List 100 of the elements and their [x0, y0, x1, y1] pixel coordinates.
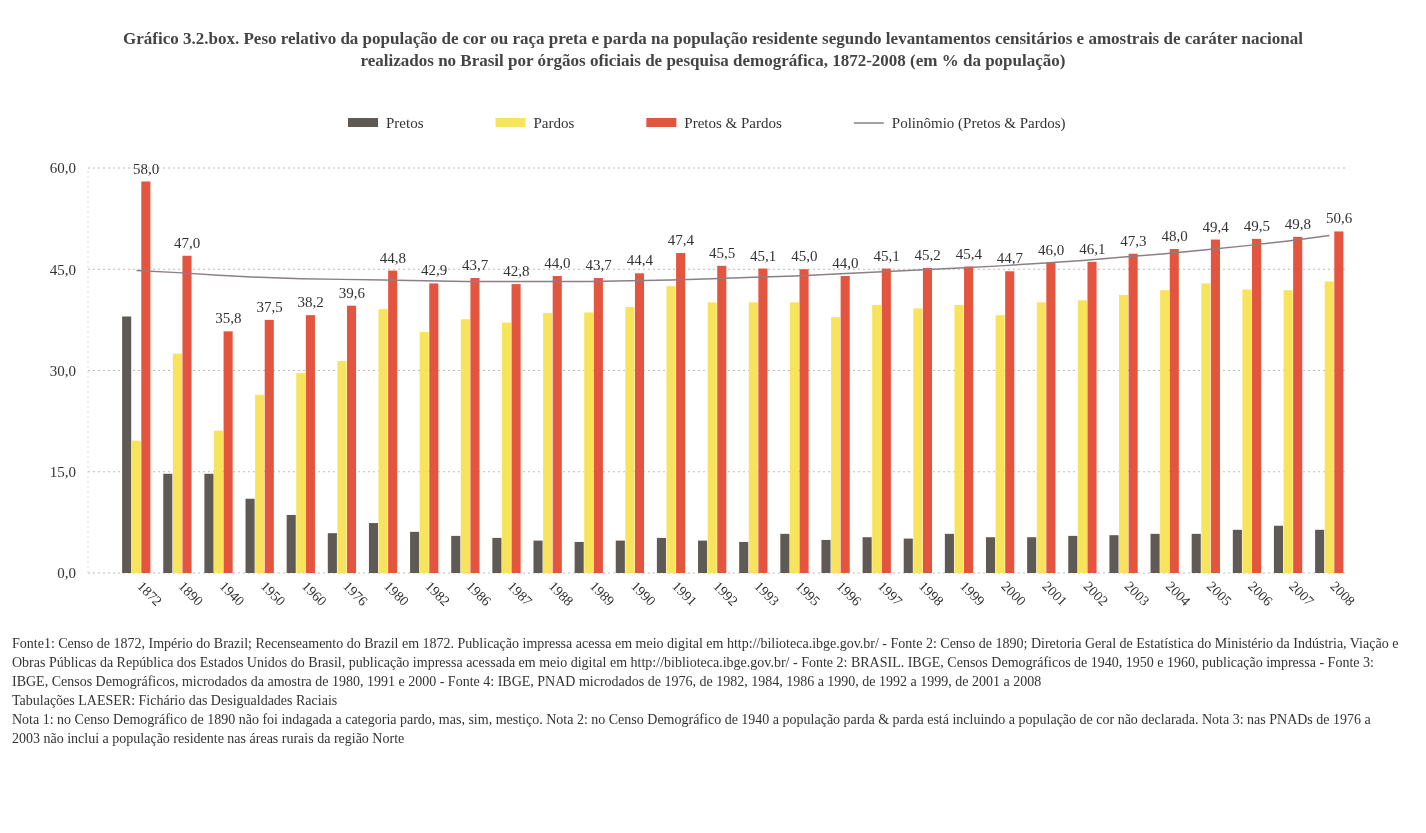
- x-tick-label: 1940: [216, 578, 248, 609]
- bar: [305, 315, 315, 573]
- x-tick-label: 1990: [628, 578, 659, 609]
- bar: [1068, 535, 1078, 573]
- bar: [1273, 525, 1284, 573]
- bar: [264, 319, 274, 573]
- bar: [213, 430, 224, 573]
- data-label: 45,0: [791, 248, 818, 265]
- bar: [1201, 283, 1211, 573]
- bar: [698, 540, 708, 573]
- y-tick-label: 45,0: [49, 261, 76, 278]
- text: Fonte1: Censo de 1872, Império do Brazil; Recenseamento do Brazil em 1872. Publicação impressa acessa em meio digital em http://bilioteca.ibge.gov.br/ - Fonte 2: Censo de 1890; Diretoria Geral de Estatística do Ministério da Indústria, Viação e Obras Públicas da República dos Estados Unidos do Brasil, publicação impressa acessada em meio digital em http://biblioteca.ibge.gov.br/ - Fonte 2: BRASIL. IBGE, Censos Demográficos de 1940, 1950 e 1960, publicação impressa - Fonte 3: IBGE, Censos Demográficos, microdados da amostra de 1980, 1991 e 2000 - Fonte 4: IBGE, PNAD microdados de 1976, de 1982, 1984, 1986 a 1990, de 1992 a 1999, de 2001 a 2008: [12, 636, 1399, 689]
- bar: [460, 319, 470, 573]
- data-label: 45,2: [914, 246, 941, 263]
- bar: [347, 305, 357, 573]
- data-label: 47,4: [667, 232, 695, 249]
- x-tick-label: 1950: [257, 578, 289, 609]
- bar: [429, 283, 439, 573]
- data-label: 42,9: [420, 262, 448, 279]
- data-label: 43,7: [585, 257, 613, 274]
- bar: [634, 273, 645, 573]
- data-label: 46,1: [1079, 240, 1106, 257]
- x-tick-label: 1960: [298, 578, 330, 609]
- bar: [245, 498, 255, 573]
- bar: [511, 284, 521, 573]
- bar: [964, 266, 974, 573]
- bar: [1324, 281, 1334, 573]
- data-label: 47,0: [174, 234, 201, 251]
- bar: [378, 309, 388, 573]
- data-label: 50,6: [1325, 210, 1353, 227]
- bar: [1077, 300, 1087, 573]
- bar: [748, 302, 758, 573]
- bar: [985, 537, 996, 573]
- bar: [543, 313, 553, 573]
- bar: [388, 270, 398, 573]
- bar: [1232, 529, 1242, 573]
- bar: [1283, 290, 1293, 573]
- bar: [451, 535, 461, 573]
- bar: [758, 268, 768, 573]
- data-label: 47,3: [1120, 232, 1147, 249]
- data-label: 35,8: [215, 310, 242, 327]
- bar: [584, 312, 594, 573]
- bar: [1252, 238, 1262, 573]
- bar: [141, 181, 151, 573]
- data-label: 43,7: [462, 257, 489, 274]
- bar: [337, 361, 347, 573]
- bar: [163, 473, 173, 573]
- text: Nota 1: no Censo Demográfico de 1890 não foi indagada a categoria pardo, mas, sim, mestiço. Nota 2: no Censo Demográfico de 1940 a população parda & parda está incluindo a população de cor não declarada. Nota 3: nas PNADs de 1976 a 2003 não inclui a população residente nas áreas rurais da região Norte: [12, 712, 1372, 746]
- bar: [1027, 537, 1037, 573]
- bar: [1005, 271, 1015, 573]
- data-label: 58,0: [132, 160, 160, 177]
- bar: [419, 332, 429, 573]
- bar: [1242, 289, 1252, 573]
- bar: [501, 322, 512, 573]
- bar: [296, 373, 306, 573]
- bar: [286, 514, 296, 573]
- x-tick-label: 1890: [175, 578, 206, 609]
- data-label: 44,0: [832, 255, 859, 271]
- bar: [821, 539, 831, 573]
- bar: [799, 269, 809, 573]
- bar: [122, 316, 132, 573]
- bar: [368, 523, 379, 573]
- legend-label: Pretos: [386, 115, 424, 131]
- data-label: 37,5: [256, 298, 283, 315]
- x-tick-label: 1993: [751, 578, 782, 609]
- bar: [1150, 533, 1160, 573]
- legend-label: Pretos & Pardos: [684, 115, 782, 131]
- bar: [739, 541, 749, 573]
- y-tick-label: 30,0: [49, 362, 76, 379]
- data-label: 42,8: [503, 263, 530, 280]
- data-label: 49,5: [1243, 217, 1270, 234]
- bar: [1191, 533, 1201, 573]
- bar: [131, 440, 141, 573]
- y-tick-label: 0,0: [57, 565, 76, 582]
- bar: [1315, 529, 1325, 573]
- bar: [862, 537, 872, 573]
- bar: [881, 268, 891, 573]
- data-label: 39,6: [338, 284, 366, 301]
- x-tick-label: 1980: [381, 578, 412, 609]
- bar: [1334, 231, 1344, 573]
- bar: [615, 540, 625, 573]
- data-label: 45,4: [955, 245, 983, 262]
- bar: [1160, 290, 1170, 573]
- bar: [954, 305, 964, 573]
- bar: [552, 276, 562, 573]
- bar: [593, 278, 603, 573]
- bar: [327, 533, 337, 573]
- legend-label: Pardos: [533, 115, 575, 131]
- x-tick-label: 2007: [1286, 578, 1317, 609]
- bar: [1046, 262, 1056, 573]
- bar: [470, 278, 480, 573]
- bar: [840, 276, 850, 573]
- y-tick-label: 15,0: [49, 464, 76, 480]
- bar: [707, 302, 717, 573]
- bar: [492, 537, 502, 573]
- data-label: 38,2: [297, 294, 324, 311]
- bar: [666, 286, 676, 573]
- bar: [1109, 535, 1119, 573]
- bar: [656, 537, 666, 573]
- bar: [717, 265, 727, 573]
